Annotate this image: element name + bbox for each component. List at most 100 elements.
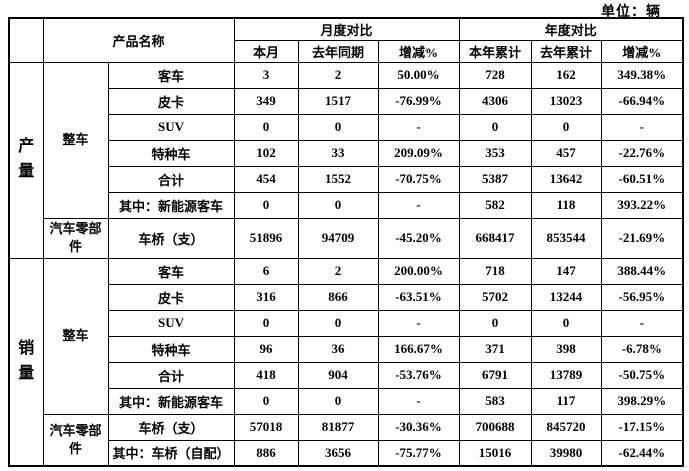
value-cell: 5702 bbox=[458, 283, 532, 311]
value-cell: 371 bbox=[458, 335, 532, 363]
value-cell: 349 bbox=[233, 87, 299, 115]
group-label-vehicles: 整车 bbox=[42, 257, 109, 415]
group-label-auto-parts: 汽车零部件 bbox=[42, 217, 109, 259]
value-cell: -17.15% bbox=[600, 413, 684, 441]
value-cell: 668417 bbox=[458, 217, 532, 259]
value-cell: -70.75% bbox=[377, 165, 460, 193]
row-label: 特种车 bbox=[107, 139, 235, 167]
row-label: 其中：新能源客车 bbox=[107, 191, 235, 219]
value-cell: 5387 bbox=[458, 165, 532, 193]
value-cell: 0 bbox=[233, 387, 299, 415]
value-cell: 117 bbox=[530, 387, 602, 415]
unit-label: 单位：辆 bbox=[601, 5, 661, 20]
value-cell: 4306 bbox=[458, 87, 532, 115]
value-cell: 0 bbox=[530, 113, 602, 141]
value-cell: 0 bbox=[233, 191, 299, 219]
value-cell: 162 bbox=[530, 61, 602, 89]
table-row: 其中：车桥（自配） 886 3656 -75.77% 15016 39980 -… bbox=[9, 439, 684, 467]
value-cell: 718 bbox=[458, 257, 532, 285]
value-cell: 349.38% bbox=[600, 61, 684, 89]
value-cell: -63.51% bbox=[377, 283, 460, 311]
monthly-comparison-header: 月度对比 bbox=[233, 17, 460, 41]
value-cell: 102 bbox=[233, 139, 299, 167]
value-cell: 96 bbox=[233, 335, 299, 363]
value-cell: - bbox=[377, 309, 460, 337]
value-cell: -66.94% bbox=[600, 87, 684, 115]
col-header-last-ytd: 去年累计 bbox=[530, 39, 602, 63]
value-cell: 147 bbox=[530, 257, 602, 285]
value-cell: 728 bbox=[458, 61, 532, 89]
value-cell: 398.29% bbox=[600, 387, 684, 415]
value-cell: -50.75% bbox=[600, 361, 684, 389]
value-cell: 886 bbox=[233, 439, 299, 467]
value-cell: -22.76% bbox=[600, 139, 684, 167]
value-cell: -21.69% bbox=[600, 217, 684, 259]
value-cell: 1517 bbox=[297, 87, 379, 115]
value-cell: 209.09% bbox=[377, 139, 460, 167]
value-cell: 94709 bbox=[297, 217, 379, 259]
row-label: 其中：车桥（自配） bbox=[107, 439, 235, 467]
value-cell: 353 bbox=[458, 139, 532, 167]
production-sales-table: 产品名称 月度对比 年度对比 本月 去年同期 增减% 本年累计 去年累计 增减%… bbox=[8, 17, 685, 467]
group-label-vehicles: 整车 bbox=[42, 61, 109, 219]
row-label: 特种车 bbox=[107, 335, 235, 363]
value-cell: 39980 bbox=[530, 439, 602, 467]
row-label: 合计 bbox=[107, 361, 235, 389]
value-cell: -53.76% bbox=[377, 361, 460, 389]
value-cell: 1552 bbox=[297, 165, 379, 193]
value-cell: 388.44% bbox=[600, 257, 684, 285]
section-label-production: 产量 bbox=[8, 61, 44, 259]
row-label: 车桥（支） bbox=[107, 413, 235, 441]
table-row: SUV 0 0 - 0 0 - bbox=[9, 113, 684, 141]
value-cell: - bbox=[377, 113, 460, 141]
value-cell: -45.20% bbox=[377, 217, 460, 259]
col-header-monthly-change: 增减% bbox=[377, 39, 460, 63]
row-label: 车桥（支） bbox=[107, 217, 235, 259]
row-label: 客车 bbox=[107, 61, 235, 89]
value-cell: 0 bbox=[297, 387, 379, 415]
value-cell: 0 bbox=[458, 309, 532, 337]
section-label-sales: 销量 bbox=[8, 257, 44, 467]
value-cell: -62.44% bbox=[600, 439, 684, 467]
value-cell: 845720 bbox=[530, 413, 602, 441]
value-cell: 0 bbox=[297, 113, 379, 141]
value-cell: 15016 bbox=[458, 439, 532, 467]
table-row: 其中：新能源客车 0 0 - 582 118 393.22% bbox=[9, 191, 684, 219]
value-cell: - bbox=[377, 387, 460, 415]
row-label: 皮卡 bbox=[107, 283, 235, 311]
value-cell: 166.67% bbox=[377, 335, 460, 363]
value-cell: -6.78% bbox=[600, 335, 684, 363]
value-cell: -60.51% bbox=[600, 165, 684, 193]
value-cell: 33 bbox=[297, 139, 379, 167]
value-cell: 700688 bbox=[458, 413, 532, 441]
value-cell: -56.95% bbox=[600, 283, 684, 311]
yearly-comparison-header: 年度对比 bbox=[458, 17, 684, 41]
group-label-auto-parts: 汽车零部件 bbox=[42, 413, 109, 467]
table-row: 合计 418 904 -53.76% 6791 13789 -50.75% bbox=[9, 361, 684, 389]
value-cell: 3 bbox=[233, 61, 299, 89]
value-cell: - bbox=[600, 113, 684, 141]
row-label: 皮卡 bbox=[107, 87, 235, 115]
value-cell: - bbox=[377, 191, 460, 219]
table-row: 合计 454 1552 -70.75% 5387 13642 -60.51% bbox=[9, 165, 684, 193]
table-row: 特种车 96 36 166.67% 371 398 -6.78% bbox=[9, 335, 684, 363]
value-cell: 13789 bbox=[530, 361, 602, 389]
value-cell: 3656 bbox=[297, 439, 379, 467]
value-cell: - bbox=[600, 309, 684, 337]
row-label: 合计 bbox=[107, 165, 235, 193]
table-row: 特种车 102 33 209.09% 353 457 -22.76% bbox=[9, 139, 684, 167]
value-cell: 393.22% bbox=[600, 191, 684, 219]
value-cell: 13642 bbox=[530, 165, 602, 193]
value-cell: 118 bbox=[530, 191, 602, 219]
value-cell: 582 bbox=[458, 191, 532, 219]
value-cell: -76.99% bbox=[377, 87, 460, 115]
value-cell: 457 bbox=[530, 139, 602, 167]
value-cell: 6791 bbox=[458, 361, 532, 389]
value-cell: 454 bbox=[233, 165, 299, 193]
value-cell: 0 bbox=[297, 309, 379, 337]
table-row: 其中：新能源客车 0 0 - 583 117 398.29% bbox=[9, 387, 684, 415]
value-cell: 6 bbox=[233, 257, 299, 285]
value-cell: 904 bbox=[297, 361, 379, 389]
table-row: 汽车零部件 车桥（支） 57018 81877 -30.36% 700688 8… bbox=[9, 413, 684, 467]
